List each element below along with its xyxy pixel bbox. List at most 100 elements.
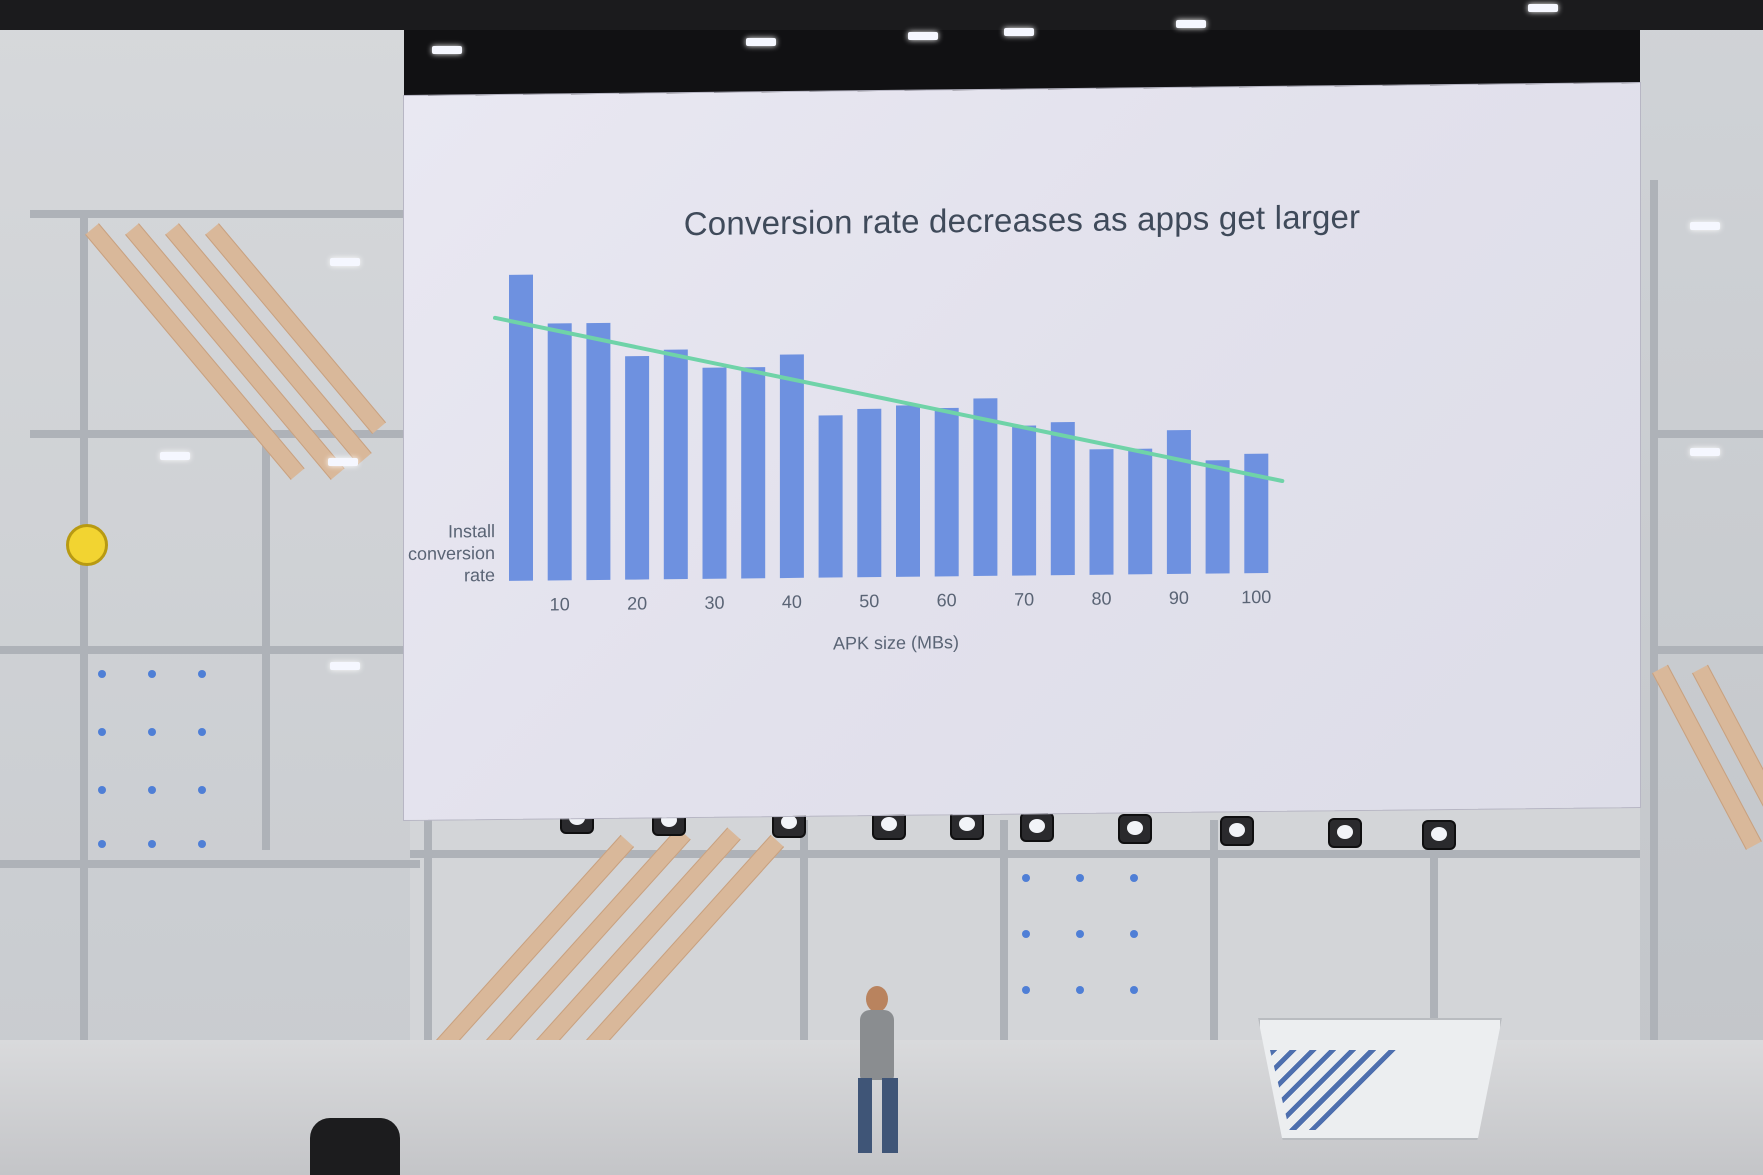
dot-decoration	[148, 786, 156, 794]
x-tick-label: 80	[1091, 589, 1111, 609]
dot-decoration	[98, 670, 106, 678]
stage-light	[1176, 20, 1206, 28]
dot-decoration	[1076, 930, 1084, 938]
camera-operator	[310, 1118, 400, 1175]
beam	[1650, 180, 1658, 1060]
x-tick-labels: 10 20 30 40 50 60 70 80 90 100	[550, 587, 1272, 615]
beam	[410, 850, 1640, 858]
spotlight	[1118, 814, 1152, 844]
bar-10	[857, 408, 882, 578]
bar-3	[586, 322, 611, 581]
dot-decoration	[1076, 986, 1084, 994]
bar-20	[1244, 453, 1269, 574]
stage-wall-right	[1640, 0, 1763, 1060]
beam	[1430, 820, 1438, 1080]
beam	[424, 820, 432, 1080]
bar-chart: 10 20 30 40 50 60 70 80 90 100 APK size (MBs) Ins…	[408, 274, 1285, 654]
dot-decoration	[198, 670, 206, 678]
bar-11	[896, 405, 920, 577]
x-tick-label: 90	[1169, 588, 1189, 608]
x-tick-label: 20	[627, 593, 647, 613]
beam	[1650, 646, 1763, 654]
lighting-truss	[0, 0, 1763, 30]
spotlight	[1220, 816, 1254, 846]
bar-12	[934, 407, 959, 577]
x-tick-label: 30	[704, 593, 724, 613]
dot-decoration	[1130, 930, 1138, 938]
bar-15	[1050, 421, 1075, 576]
y-axis-label-line: Install	[448, 521, 495, 541]
x-tick-label: 40	[782, 592, 802, 612]
dot-decoration	[1130, 874, 1138, 882]
x-tick-label: 70	[1014, 589, 1034, 609]
y-axis-label-line: conversion	[408, 543, 495, 564]
dot-decoration	[198, 728, 206, 736]
presenter-body	[860, 1010, 894, 1080]
spotlight	[1020, 812, 1054, 842]
dot-decoration	[1076, 874, 1084, 882]
beam	[0, 646, 410, 654]
trend-line	[493, 315, 1285, 484]
stage-light	[328, 458, 358, 466]
presenter-legs	[858, 1078, 898, 1153]
dot-decoration	[1022, 930, 1030, 938]
dot-decoration	[98, 728, 106, 736]
x-tick-label: 50	[859, 591, 879, 611]
dot-decoration	[148, 670, 156, 678]
stage-wall-left	[0, 0, 410, 1060]
beam	[0, 860, 420, 868]
dot-decoration	[198, 786, 206, 794]
beam	[800, 820, 808, 1080]
stage-light	[1690, 222, 1720, 230]
x-axis-label: APK size (MBs)	[833, 632, 959, 653]
dot-decoration	[198, 840, 206, 848]
dot-decoration	[148, 728, 156, 736]
stage-light	[908, 32, 938, 40]
beam	[1210, 820, 1218, 1080]
dot-decoration	[98, 840, 106, 848]
beam	[30, 210, 410, 218]
dot-decoration	[1130, 986, 1138, 994]
stage-light	[1004, 28, 1034, 36]
bar-9	[818, 415, 843, 578]
bar-4	[625, 356, 650, 580]
dot-decoration	[1022, 986, 1030, 994]
dot-decoration	[148, 840, 156, 848]
bar-14	[1012, 425, 1037, 576]
beam	[262, 430, 270, 850]
presenter-head	[866, 986, 888, 1012]
presentation-slide: Conversion rate decreases as apps get la…	[404, 83, 1640, 821]
stage-light	[746, 38, 776, 46]
stage-light	[1528, 4, 1558, 12]
y-axis-label-line: rate	[464, 565, 495, 585]
yellow-circle-decoration	[66, 524, 108, 566]
bar-17	[1128, 448, 1153, 575]
dot-decoration	[98, 786, 106, 794]
bar-1	[509, 274, 533, 581]
stage-light	[330, 258, 360, 266]
stage-light	[1690, 448, 1720, 456]
bar-series	[509, 274, 1269, 581]
x-tick-label: 100	[1241, 587, 1271, 607]
dot-decoration	[1022, 874, 1030, 882]
spotlight	[1328, 818, 1362, 848]
bar-18	[1166, 429, 1191, 575]
beam	[30, 430, 410, 438]
spotlight	[1422, 820, 1456, 850]
stage-light	[330, 662, 360, 670]
stage-light	[160, 452, 190, 460]
bar-8	[779, 354, 804, 579]
bar-13	[973, 398, 998, 577]
bar-6	[702, 367, 727, 579]
bar-7	[741, 367, 766, 579]
bar-2	[547, 323, 572, 581]
stage-light	[432, 46, 462, 54]
bar-16	[1089, 449, 1114, 575]
bar-19	[1205, 460, 1230, 574]
x-tick-label: 60	[937, 590, 957, 610]
beam	[1650, 430, 1763, 438]
beam	[1000, 820, 1008, 1080]
bar-5	[663, 349, 688, 580]
x-tick-label: 10	[550, 594, 570, 614]
